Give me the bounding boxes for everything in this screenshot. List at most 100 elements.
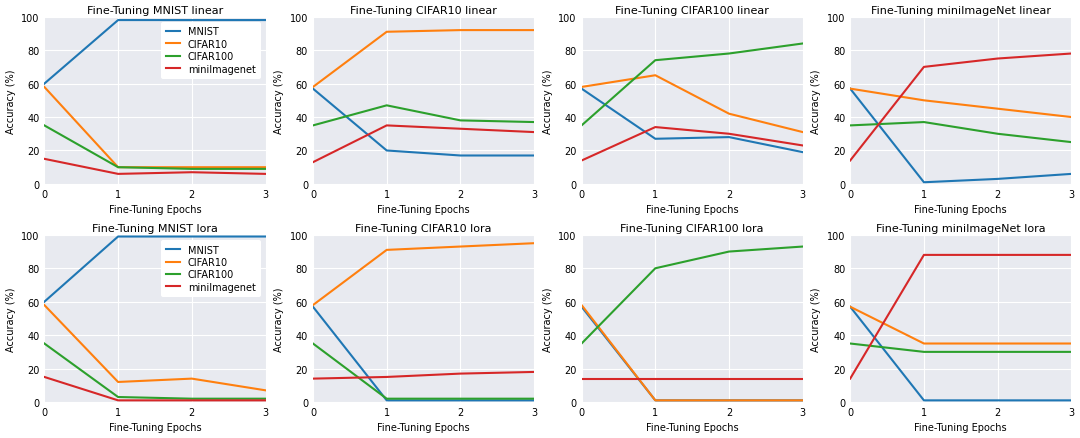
miniImagenet <box>111 172 124 177</box>
MNIST <box>723 135 735 141</box>
miniImagenet <box>528 370 541 375</box>
CIFAR10 <box>649 74 662 79</box>
CIFAR10 <box>575 85 588 90</box>
miniImagenet <box>38 374 51 380</box>
Line: CIFAR10: CIFAR10 <box>850 307 1071 344</box>
Line: MNIST: MNIST <box>850 307 1071 400</box>
Line: CIFAR10: CIFAR10 <box>581 76 802 133</box>
Line: MNIST: MNIST <box>313 307 535 400</box>
miniImagenet <box>186 170 199 176</box>
Title: Fine-Tuning CIFAR10 linear: Fine-Tuning CIFAR10 linear <box>350 6 497 15</box>
CIFAR100 <box>917 350 930 355</box>
CIFAR10 <box>111 165 124 170</box>
CIFAR10 <box>723 398 735 403</box>
Line: CIFAR10: CIFAR10 <box>44 88 266 168</box>
CIFAR10 <box>259 165 272 170</box>
MNIST <box>843 87 856 92</box>
CIFAR100 <box>649 266 662 271</box>
Title: Fine-Tuning miniImageNet linear: Fine-Tuning miniImageNet linear <box>870 6 1051 15</box>
CIFAR10 <box>111 379 124 385</box>
CIFAR100 <box>991 350 1004 355</box>
Y-axis label: Accuracy (%): Accuracy (%) <box>811 69 822 133</box>
Legend: MNIST, CIFAR10, CIFAR100, miniImagenet: MNIST, CIFAR10, CIFAR100, miniImagenet <box>161 22 260 79</box>
miniImagenet <box>454 127 467 132</box>
miniImagenet <box>307 160 320 166</box>
miniImagenet <box>991 253 1004 258</box>
CIFAR10 <box>259 388 272 393</box>
Line: CIFAR10: CIFAR10 <box>44 305 266 390</box>
CIFAR100 <box>307 124 320 129</box>
MNIST <box>528 153 541 159</box>
CIFAR100 <box>454 396 467 401</box>
Line: CIFAR100: CIFAR100 <box>313 344 535 399</box>
MNIST <box>454 153 467 159</box>
CIFAR10 <box>38 85 51 90</box>
MNIST <box>186 18 199 24</box>
MNIST <box>380 148 393 154</box>
Y-axis label: Accuracy (%): Accuracy (%) <box>543 69 553 133</box>
CIFAR10 <box>843 87 856 92</box>
MNIST <box>575 304 588 310</box>
miniImagenet <box>796 144 809 149</box>
MNIST <box>843 304 856 310</box>
Line: miniImagenet: miniImagenet <box>850 54 1071 161</box>
CIFAR100 <box>454 118 467 124</box>
CIFAR100 <box>575 124 588 129</box>
CIFAR100 <box>186 396 199 401</box>
CIFAR10 <box>843 304 856 310</box>
MNIST <box>380 398 393 403</box>
Line: MNIST: MNIST <box>44 237 266 302</box>
CIFAR100 <box>186 167 199 172</box>
CIFAR100 <box>111 395 124 400</box>
Line: CIFAR100: CIFAR100 <box>581 44 802 126</box>
CIFAR100 <box>259 396 272 401</box>
miniImagenet <box>649 376 662 381</box>
Line: CIFAR100: CIFAR100 <box>313 106 535 126</box>
Line: CIFAR10: CIFAR10 <box>850 89 1071 118</box>
CIFAR10 <box>1065 341 1078 346</box>
CIFAR10 <box>917 99 930 104</box>
CIFAR10 <box>454 28 467 34</box>
Y-axis label: Accuracy (%): Accuracy (%) <box>274 286 284 351</box>
MNIST <box>991 177 1004 182</box>
Y-axis label: Accuracy (%): Accuracy (%) <box>811 286 822 351</box>
CIFAR10 <box>528 28 541 34</box>
Title: Fine-Tuning CIFAR100 linear: Fine-Tuning CIFAR100 linear <box>616 6 769 15</box>
MNIST <box>111 18 124 24</box>
Line: CIFAR100: CIFAR100 <box>850 123 1071 143</box>
CIFAR10 <box>186 165 199 170</box>
Line: miniImagenet: miniImagenet <box>581 128 802 161</box>
Y-axis label: Accuracy (%): Accuracy (%) <box>543 286 553 351</box>
Line: miniImagenet: miniImagenet <box>44 159 266 174</box>
CIFAR10 <box>186 376 199 381</box>
X-axis label: Fine-Tuning Epochs: Fine-Tuning Epochs <box>915 205 1007 215</box>
miniImagenet <box>917 65 930 71</box>
CIFAR100 <box>38 341 51 346</box>
miniImagenet <box>991 57 1004 62</box>
miniImagenet <box>1065 253 1078 258</box>
X-axis label: Fine-Tuning Epochs: Fine-Tuning Epochs <box>377 205 470 215</box>
CIFAR100 <box>380 396 393 401</box>
CIFAR10 <box>38 303 51 308</box>
Line: CIFAR10: CIFAR10 <box>581 305 802 400</box>
Title: Fine-Tuning MNIST linear: Fine-Tuning MNIST linear <box>86 6 224 15</box>
miniImagenet <box>723 132 735 137</box>
CIFAR100 <box>843 341 856 346</box>
CIFAR10 <box>723 112 735 117</box>
X-axis label: Fine-Tuning Epochs: Fine-Tuning Epochs <box>646 423 739 432</box>
CIFAR100 <box>380 103 393 109</box>
miniImagenet <box>723 376 735 381</box>
miniImagenet <box>843 159 856 164</box>
CIFAR100 <box>917 120 930 125</box>
CIFAR10 <box>796 398 809 403</box>
CIFAR10 <box>991 341 1004 346</box>
Line: CIFAR100: CIFAR100 <box>850 344 1071 352</box>
X-axis label: Fine-Tuning Epochs: Fine-Tuning Epochs <box>646 205 739 215</box>
CIFAR10 <box>991 107 1004 112</box>
MNIST <box>575 87 588 92</box>
CIFAR10 <box>575 303 588 308</box>
X-axis label: Fine-Tuning Epochs: Fine-Tuning Epochs <box>377 423 470 432</box>
Line: CIFAR10: CIFAR10 <box>313 244 535 305</box>
Y-axis label: Accuracy (%): Accuracy (%) <box>5 286 15 351</box>
CIFAR10 <box>917 341 930 346</box>
